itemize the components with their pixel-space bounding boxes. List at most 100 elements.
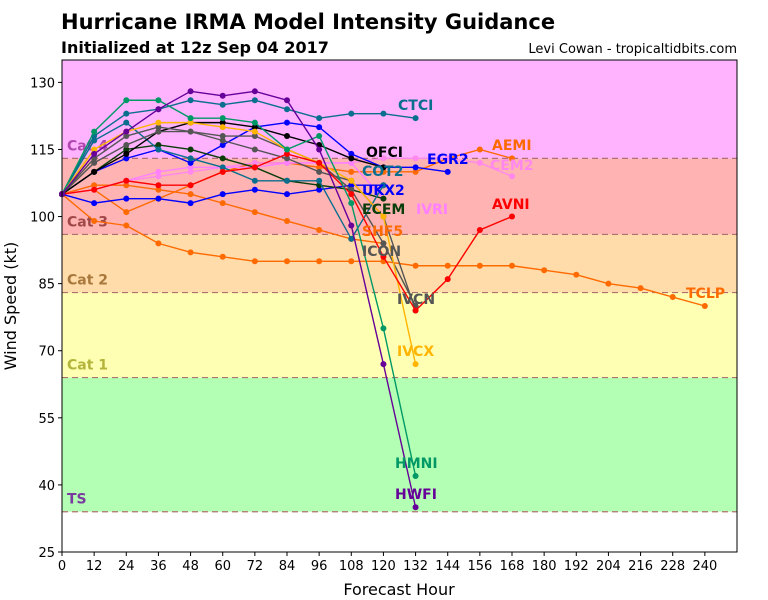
- data-point-tclp: [316, 258, 323, 265]
- data-point-ctci: [348, 110, 355, 117]
- y-tick-label: 40: [38, 479, 55, 494]
- data-point-ukx2: [123, 195, 130, 202]
- data-point-ctci: [380, 110, 387, 117]
- band-label: Cat 2: [67, 273, 108, 289]
- data-point-aemi: [123, 209, 130, 216]
- data-point-ivcx: [380, 213, 387, 220]
- series-label-hmni: HMNI: [395, 456, 438, 472]
- x-tick-label: 168: [500, 559, 525, 574]
- y-tick-label: 100: [30, 211, 55, 226]
- data-point-hmni: [348, 200, 355, 207]
- series-label-egr2: EGR2: [427, 152, 469, 168]
- x-tick-label: 240: [692, 559, 717, 574]
- y-tick-label: 70: [38, 345, 55, 360]
- x-tick-label: 48: [182, 559, 199, 574]
- data-point-egr2: [444, 168, 451, 175]
- data-point-avni: [251, 164, 258, 171]
- series-line-hwfi: [61, 90, 417, 508]
- data-point-hwfi: [123, 128, 130, 135]
- chart-subtitle: Initialized at 12z Sep 04 2017: [61, 38, 329, 57]
- data-point-tclp: [284, 258, 290, 265]
- data-point-tclp: [605, 280, 612, 287]
- data-point-tclp: [348, 258, 355, 265]
- data-point-hwfi: [284, 97, 290, 104]
- data-point-icon: [251, 133, 258, 140]
- data-point-cem2: [444, 155, 451, 162]
- data-point-ukx2: [284, 191, 290, 198]
- data-point-icon: [348, 186, 355, 193]
- data-point-shf5: [316, 226, 323, 233]
- data-point-tclp: [701, 303, 708, 309]
- data-point-tclp: [573, 271, 580, 278]
- data-point-cot2: [284, 177, 290, 184]
- data-point-hwfi: [251, 88, 258, 95]
- plot-frame: [61, 59, 738, 553]
- data-point-cot2: [187, 155, 194, 162]
- data-point-hmni: [412, 472, 419, 479]
- data-point-avni: [316, 159, 323, 166]
- data-point-hmni: [91, 128, 98, 135]
- data-point-avni: [444, 276, 451, 283]
- x-tick-label: 24: [118, 559, 135, 574]
- data-point-tclp: [444, 262, 451, 269]
- data-point-ecem: [380, 195, 387, 202]
- data-point-tclp: [476, 262, 483, 269]
- series-label-cot2: COT2: [362, 164, 403, 180]
- x-tick-label: 96: [311, 559, 328, 574]
- x-tick-label: 180: [532, 559, 557, 574]
- data-point-ivcn: [123, 141, 130, 148]
- data-point-avni: [91, 186, 98, 193]
- data-point-ctci: [316, 115, 323, 122]
- data-point-hmni: [251, 119, 258, 126]
- data-point-aemi: [380, 168, 387, 175]
- data-point-tclp: [637, 285, 644, 292]
- y-tick-label: 85: [38, 278, 55, 293]
- data-point-hwfi: [91, 150, 98, 157]
- data-point-cem2: [155, 173, 162, 180]
- data-point-hwfi: [187, 88, 194, 95]
- data-point-ukx2: [155, 195, 162, 202]
- x-axis-label: Forecast Hour: [343, 580, 455, 599]
- data-point-tclp: [219, 253, 226, 260]
- series-label-avni: AVNI: [492, 197, 530, 213]
- series-label-ecem: ECEM: [362, 202, 405, 218]
- data-point-avni: [476, 226, 483, 233]
- band-label: Cat 1: [67, 358, 108, 374]
- data-point-ctci: [412, 115, 419, 122]
- data-point-ctci: [251, 97, 258, 104]
- series-label-ivcn: IVCN: [397, 292, 435, 308]
- data-point-aemi: [412, 168, 419, 175]
- data-point-hwfi: [155, 106, 162, 113]
- data-point-avni: [187, 182, 194, 189]
- data-point-hwfi: [348, 222, 355, 229]
- data-point-hmni: [219, 115, 226, 122]
- data-point-cem2: [187, 168, 194, 175]
- data-point-egr2: [412, 164, 419, 171]
- data-point-icon: [123, 133, 130, 140]
- data-point-cem2: [476, 159, 483, 166]
- data-point-cot2: [316, 177, 323, 184]
- data-point-icon: [380, 240, 387, 247]
- data-point-egr2: [284, 119, 290, 126]
- data-point-ivcn: [187, 128, 194, 135]
- data-point-ctci: [187, 97, 194, 104]
- data-point-egr2: [316, 124, 323, 131]
- data-point-ivri: [155, 168, 162, 175]
- data-point-tclp: [669, 294, 676, 301]
- data-point-avni: [219, 168, 226, 175]
- x-tick-label: 204: [596, 559, 621, 574]
- data-point-ecem: [219, 155, 226, 162]
- data-point-hmni: [123, 97, 130, 104]
- data-point-avni: [509, 213, 515, 220]
- x-tick-label: 72: [247, 559, 264, 574]
- data-point-cot2: [348, 235, 355, 242]
- data-point-ivcn: [91, 159, 98, 166]
- x-tick-label: 228: [660, 559, 685, 574]
- data-point-avni: [348, 191, 355, 198]
- data-point-ukx2: [187, 200, 194, 207]
- data-point-ctci: [219, 101, 226, 108]
- series-label-aemi: AEMI: [492, 138, 532, 154]
- data-point-ivcx: [412, 361, 419, 368]
- x-tick-label: 108: [339, 559, 364, 574]
